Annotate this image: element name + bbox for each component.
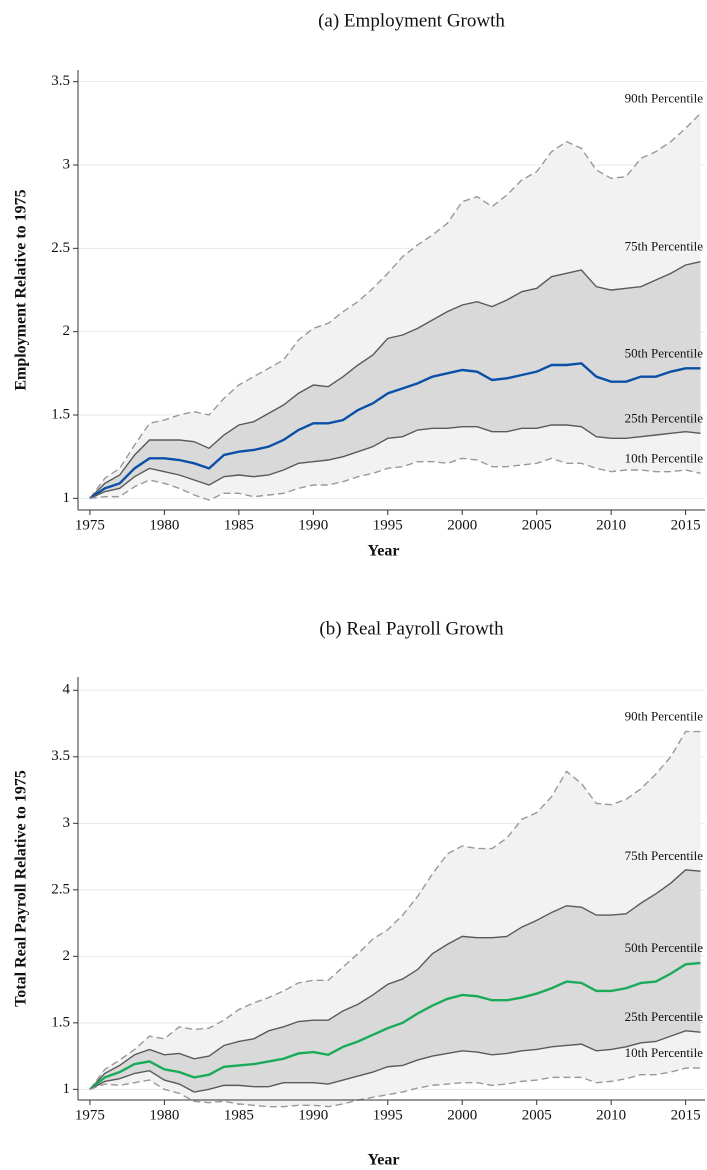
y-tick-label: 2.5 <box>51 881 70 897</box>
series-label: 50th Percentile <box>625 345 704 360</box>
percentile-line <box>89 1030 701 1093</box>
y-tick-label: 1 <box>63 490 71 506</box>
series-label: 10th Percentile <box>625 1045 704 1060</box>
x-tick-label: 2010 <box>596 1107 626 1123</box>
x-tick-label: 2010 <box>596 517 626 533</box>
x-tick-label: 2015 <box>671 517 701 533</box>
x-tick-label: 1995 <box>373 1107 403 1123</box>
y-tick-label: 1.5 <box>51 1014 70 1030</box>
x-tick-label: 1985 <box>224 517 254 533</box>
x-axis-label: Year <box>368 1152 400 1169</box>
percentile-line <box>89 457 701 501</box>
x-tick-label: 1975 <box>75 517 105 533</box>
x-tick-label: 1985 <box>224 1107 254 1123</box>
x-tick-label: 1990 <box>298 1107 328 1123</box>
percentile-band <box>89 869 701 1093</box>
percentile-band <box>89 261 701 499</box>
x-tick-label: 2005 <box>522 1107 552 1123</box>
percentile-line <box>89 730 701 1090</box>
y-tick-label: 2.5 <box>51 240 70 256</box>
series-label: 25th Percentile <box>625 410 704 425</box>
y-tick-label: 3 <box>63 156 71 172</box>
percentile-line <box>89 362 701 500</box>
y-axis-label: Employment Relative to 1975 <box>13 189 30 390</box>
series-label: 10th Percentile <box>625 450 704 465</box>
y-tick-label: 2 <box>63 323 71 339</box>
x-tick-label: 1975 <box>75 1107 105 1123</box>
y-axis-label: Total Real Payroll Relative to 1975 <box>13 770 30 1007</box>
y-tick-label: 4 <box>63 682 71 698</box>
series-label: 75th Percentile <box>625 848 704 863</box>
y-tick-label: 3 <box>63 815 71 831</box>
y-tick-label: 3.5 <box>51 748 70 764</box>
percentile-line <box>89 112 702 499</box>
x-tick-label: 2000 <box>447 1107 477 1123</box>
x-tick-label: 1980 <box>149 517 179 533</box>
series-label: 75th Percentile <box>625 239 704 254</box>
x-tick-label: 2005 <box>522 517 552 533</box>
x-tick-label: 2000 <box>447 517 477 533</box>
y-tick-label: 3.5 <box>51 73 70 89</box>
percentile-line <box>89 260 701 499</box>
series-label: 50th Percentile <box>625 940 704 955</box>
series-label: 25th Percentile <box>625 1009 704 1024</box>
percentile-line <box>89 424 701 499</box>
y-tick-label: 1.5 <box>51 406 70 422</box>
x-tick-label: 1980 <box>149 1107 179 1123</box>
chart-title: (b) Real Payroll Growth <box>319 618 504 639</box>
x-tick-label: 2015 <box>671 1107 701 1123</box>
percentile-line <box>89 1067 701 1108</box>
x-tick-label: 1995 <box>373 517 403 533</box>
x-axis-label: Year <box>368 543 400 560</box>
y-tick-label: 2 <box>63 948 71 964</box>
percentile-line <box>89 869 701 1090</box>
series-label: 90th Percentile <box>625 90 704 105</box>
percentile-line <box>89 961 701 1091</box>
x-tick-label: 1990 <box>298 517 328 533</box>
chart-title: (a) Employment Growth <box>318 10 505 31</box>
y-tick-label: 1 <box>63 1081 71 1097</box>
series-label: 90th Percentile <box>625 709 704 724</box>
